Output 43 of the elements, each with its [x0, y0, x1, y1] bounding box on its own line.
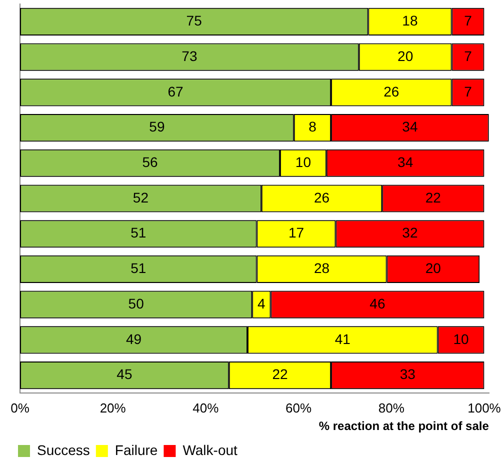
data-label: 8: [308, 118, 317, 135]
data-label: 17: [288, 224, 304, 241]
data-label: 50: [128, 295, 144, 312]
data-label: 4: [258, 295, 266, 312]
data-label: 67: [168, 83, 184, 100]
data-label: 34: [398, 154, 414, 170]
data-label: 22: [425, 189, 442, 206]
data-label: 73: [182, 48, 198, 64]
data-label: 75: [186, 12, 202, 29]
data-label: 34: [402, 118, 418, 135]
x-tick-label: 20%: [100, 400, 126, 416]
x-tick-label: 40%: [192, 400, 220, 416]
data-label: 10: [295, 154, 312, 170]
legend-label: Failure: [114, 442, 158, 458]
data-label: 59: [149, 118, 165, 135]
data-label: 51: [130, 224, 146, 241]
data-label: 26: [384, 83, 400, 100]
legend-label: Walk-out: [182, 442, 238, 458]
x-tick-label: 80%: [378, 400, 405, 416]
data-label: 52: [132, 189, 149, 206]
x-axis-title: % reaction at the point of sale: [318, 419, 490, 434]
data-label: 18: [402, 12, 418, 29]
data-label: 20: [398, 48, 414, 64]
x-tick-label: 0%: [10, 400, 30, 416]
data-label: 56: [142, 154, 158, 170]
data-label: 45: [116, 366, 132, 382]
legend-label: Success: [37, 442, 90, 458]
data-label: 20: [425, 260, 442, 276]
data-label: 46: [370, 295, 386, 312]
x-tick-label: 60%: [286, 400, 312, 416]
data-label: 33: [400, 366, 416, 382]
data-label: 51: [130, 260, 146, 276]
x-tick-label: 100%: [468, 400, 502, 416]
data-label: 49: [126, 330, 142, 347]
data-label: 41: [334, 330, 351, 347]
data-label: 7: [464, 48, 472, 64]
data-label: 7: [464, 83, 472, 100]
data-label: 28: [314, 260, 330, 276]
data-label: 10: [453, 330, 470, 347]
data-label: 7: [464, 12, 472, 29]
data-label: 22: [272, 366, 288, 382]
data-label: 26: [314, 189, 330, 206]
data-label: 32: [402, 224, 418, 241]
